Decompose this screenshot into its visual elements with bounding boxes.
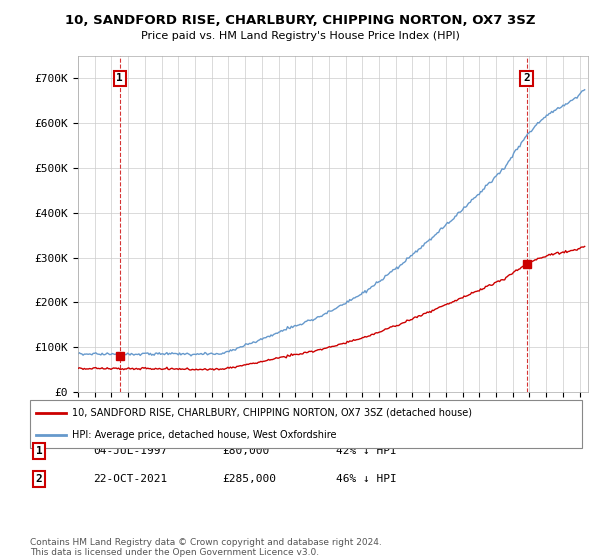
- Text: 2: 2: [523, 73, 530, 83]
- Text: 2: 2: [35, 474, 43, 484]
- Text: 04-JUL-1997: 04-JUL-1997: [93, 446, 167, 456]
- Text: 42% ↓ HPI: 42% ↓ HPI: [336, 446, 397, 456]
- Text: 10, SANDFORD RISE, CHARLBURY, CHIPPING NORTON, OX7 3SZ: 10, SANDFORD RISE, CHARLBURY, CHIPPING N…: [65, 14, 535, 27]
- Text: Contains HM Land Registry data © Crown copyright and database right 2024.
This d: Contains HM Land Registry data © Crown c…: [30, 538, 382, 557]
- Text: 46% ↓ HPI: 46% ↓ HPI: [336, 474, 397, 484]
- Text: 10, SANDFORD RISE, CHARLBURY, CHIPPING NORTON, OX7 3SZ (detached house): 10, SANDFORD RISE, CHARLBURY, CHIPPING N…: [72, 408, 472, 418]
- Text: HPI: Average price, detached house, West Oxfordshire: HPI: Average price, detached house, West…: [72, 430, 337, 440]
- Text: £80,000: £80,000: [222, 446, 269, 456]
- Text: 1: 1: [116, 73, 123, 83]
- Text: £285,000: £285,000: [222, 474, 276, 484]
- Text: 1: 1: [35, 446, 43, 456]
- Text: 22-OCT-2021: 22-OCT-2021: [93, 474, 167, 484]
- Text: Price paid vs. HM Land Registry's House Price Index (HPI): Price paid vs. HM Land Registry's House …: [140, 31, 460, 41]
